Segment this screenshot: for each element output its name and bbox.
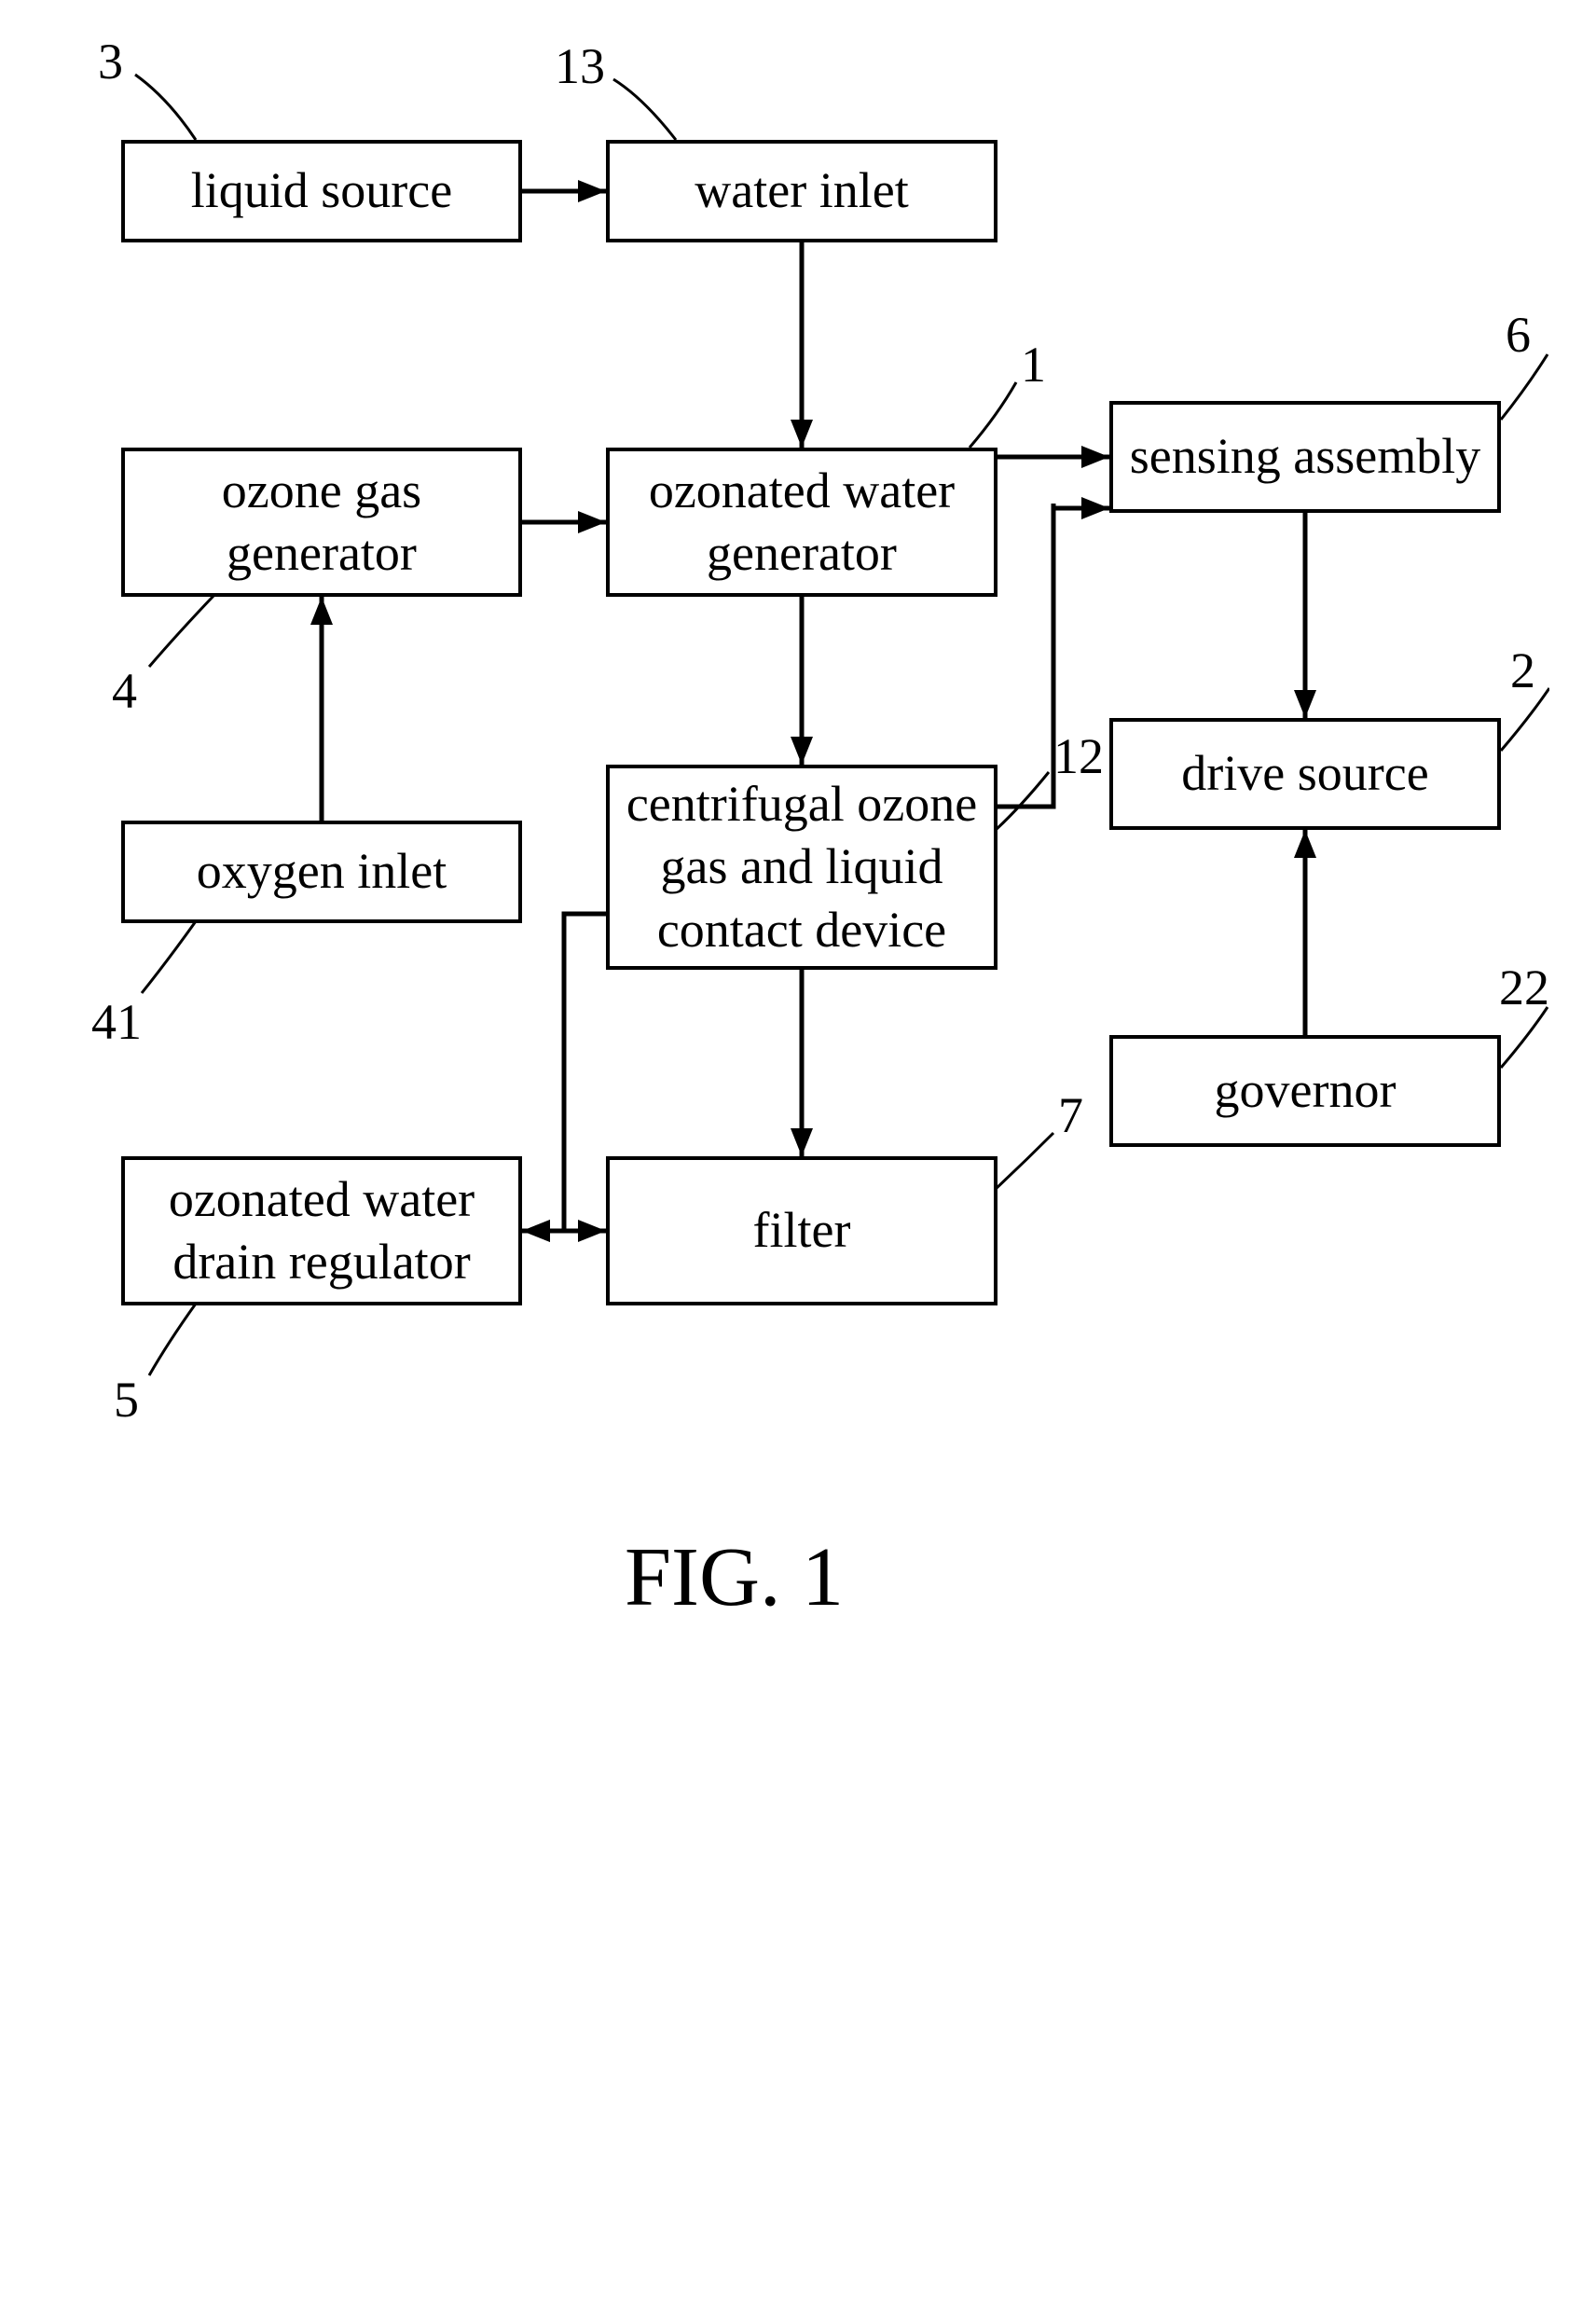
ref-4: 4 — [112, 662, 137, 720]
label-oxygen-inlet: oxygen inlet — [197, 840, 447, 904]
edge-centrifugal-drain1 — [564, 914, 606, 1231]
label-governor: governor — [1215, 1059, 1396, 1123]
label-liquid-source: liquid source — [191, 159, 452, 223]
node-ozone-gas-generator: ozone gasgenerator — [121, 448, 522, 597]
leader-5 — [149, 1304, 196, 1375]
leader-4 — [149, 595, 214, 667]
node-governor: governor — [1109, 1035, 1501, 1147]
label-sensing-assembly: sensing assembly — [1130, 425, 1480, 489]
label-ozone-gas-generator: ozone gasgenerator — [222, 460, 421, 586]
ref-6: 6 — [1506, 306, 1531, 364]
ref-1: 1 — [1021, 336, 1046, 394]
node-drive-source: drive source — [1109, 718, 1501, 830]
diagram-container: liquid source water inlet ozone gasgener… — [47, 47, 1549, 2259]
leader-7 — [996, 1133, 1053, 1189]
label-ozonated-water-generator: ozonated watergenerator — [649, 460, 955, 586]
ref-7: 7 — [1058, 1086, 1083, 1144]
label-drive-source: drive source — [1181, 742, 1428, 806]
node-sensing-assembly: sensing assembly — [1109, 401, 1501, 513]
figure-label: FIG. 1 — [625, 1529, 844, 1625]
label-filter: filter — [753, 1199, 851, 1263]
ref-12: 12 — [1053, 727, 1104, 785]
ref-22: 22 — [1499, 959, 1549, 1016]
ref-41: 41 — [91, 993, 142, 1051]
ref-2: 2 — [1510, 642, 1535, 699]
ref-13: 13 — [555, 37, 605, 95]
ref-3: 3 — [98, 33, 123, 90]
label-ozonated-drain: ozonated waterdrain regulator — [169, 1168, 475, 1294]
node-water-inlet: water inlet — [606, 140, 998, 242]
leader-3 — [135, 75, 196, 140]
leader-1 — [970, 382, 1016, 448]
edge-centrifugal-sensing1 — [998, 504, 1053, 807]
leader-6 — [1501, 354, 1548, 420]
node-liquid-source: liquid source — [121, 140, 522, 242]
leader-41 — [142, 921, 196, 993]
leader-13 — [613, 79, 676, 140]
node-centrifugal: centrifugal ozonegas and liquidcontact d… — [606, 765, 998, 970]
node-ozonated-drain: ozonated waterdrain regulator — [121, 1156, 522, 1305]
node-oxygen-inlet: oxygen inlet — [121, 821, 522, 923]
node-filter: filter — [606, 1156, 998, 1305]
leader-12 — [996, 772, 1049, 830]
connectors-svg — [47, 47, 1549, 2259]
label-water-inlet: water inlet — [695, 159, 908, 223]
ref-5: 5 — [114, 1371, 139, 1429]
node-ozonated-water-generator: ozonated watergenerator — [606, 448, 998, 597]
label-centrifugal: centrifugal ozonegas and liquidcontact d… — [626, 773, 977, 962]
